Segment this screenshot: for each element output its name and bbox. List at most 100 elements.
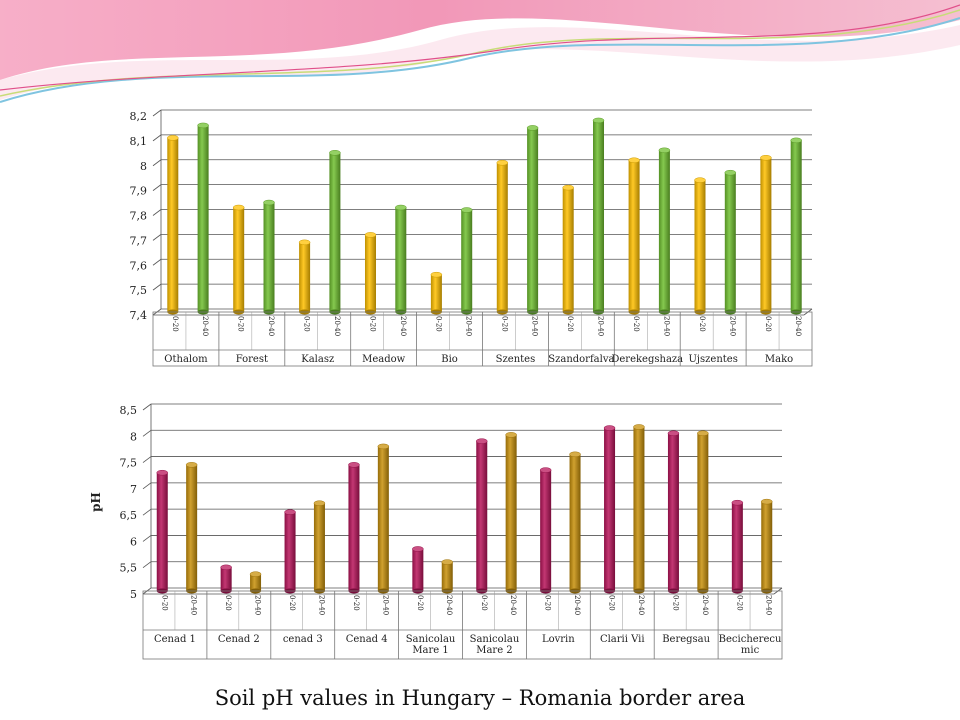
- chart1-bar-depth-0-20: [167, 137, 179, 312]
- chart1-bar-depth-20-40: [527, 127, 539, 312]
- chart1-bar-top: [460, 207, 473, 213]
- chart1-bar-depth-20-40: [593, 120, 605, 313]
- chart1-depth-label: 0-20: [764, 316, 772, 332]
- chart1-bar-top: [263, 199, 275, 206]
- chart1-depth-label: 20-40: [597, 316, 605, 336]
- chart2-gridline-depth: [142, 508, 152, 516]
- chart1-bar-depth-20-40: [724, 172, 736, 312]
- chart2-depth-label: 0-20: [480, 595, 488, 611]
- chart2-ytick-label: 6: [130, 535, 137, 548]
- chart2-depth-label: 0-20: [544, 595, 552, 611]
- chart1-category-label: Szentes: [496, 354, 536, 365]
- chart1-depth-label: 20-40: [201, 316, 209, 336]
- chart2-bar-depth-20-40: [250, 574, 262, 591]
- chart2-ytick-label: 6,5: [120, 509, 138, 522]
- chart2-depth-label: 20-40: [765, 595, 773, 615]
- chart2-bar-depth-20-40: [697, 433, 709, 591]
- chart2-bar-depth-20-40: [441, 562, 453, 591]
- chart2-ytick-label: 7,5: [120, 457, 138, 470]
- chart1-bar-depth-20-40: [395, 207, 407, 312]
- chart2-depth-label: 0-20: [735, 595, 743, 611]
- chart1-bar-top: [167, 135, 179, 141]
- chart1-gridline-depth: [152, 134, 162, 142]
- chart1-depth-label: 20-40: [465, 316, 473, 336]
- chart1-ytick-label: 8,2: [130, 110, 148, 123]
- chart1-gridline-depth: [152, 258, 162, 266]
- chart2-bar-top: [569, 451, 581, 458]
- chart2-bar-top: [377, 443, 390, 450]
- chart1-bar-top: [430, 271, 443, 278]
- chart2-bar-depth-20-40: [569, 454, 581, 591]
- chart1-depth-label: 0-20: [698, 316, 706, 332]
- chart1-depth-label: 0-20: [237, 316, 245, 332]
- chart2-bar-depth-20-40: [186, 464, 198, 591]
- chart1-bar-depth-20-40: [263, 202, 275, 312]
- chart1-ytick-label: 7,9: [130, 185, 148, 198]
- chart2-bar-top: [249, 571, 262, 577]
- chart2-bar-top: [633, 424, 645, 430]
- chart2-bar-depth-0-20: [156, 472, 168, 591]
- chart2-gridline-depth: [142, 535, 152, 542]
- chart1-ytick-label: 7,8: [130, 210, 148, 223]
- chart1-bar-depth-0-20: [364, 234, 376, 312]
- chart1-bar-top: [760, 155, 772, 161]
- chart2-bar-depth-0-20: [220, 567, 232, 591]
- chart2-depth-label: 20-40: [573, 595, 581, 615]
- chart2-depth-label: 0-20: [352, 595, 360, 611]
- chart1-bar-top: [592, 117, 605, 124]
- chart1-gridline-depth: [152, 184, 162, 191]
- chart1-bar-depth-0-20: [694, 180, 706, 312]
- chart1-category-label: Othalom: [164, 354, 208, 365]
- chart2-bar-depth-20-40: [505, 434, 517, 591]
- chart1-depth-label: 20-40: [399, 316, 407, 336]
- chart2-bar-depth-20-40: [313, 503, 325, 591]
- chart2-bar-depth-20-40: [761, 501, 773, 591]
- chart2-depth-label: 0-20: [288, 595, 296, 611]
- chart1-gridline-depth: [152, 159, 162, 167]
- slide-caption: Soil pH values in Hungary – Romania bord…: [214, 686, 746, 710]
- chart1-bar-depth-20-40: [658, 150, 670, 312]
- chart1-bar-top: [790, 137, 802, 144]
- chart2-gridline-depth: [142, 403, 152, 411]
- chart2-bar-depth-0-20: [284, 512, 296, 591]
- chart1-depth-label: 0-20: [368, 316, 376, 332]
- chart2-bar-top: [603, 425, 616, 431]
- chart1-ytick-label: 7,7: [130, 234, 148, 247]
- chart2-bar-top: [185, 462, 198, 468]
- chart2-bar-depth-20-40: [377, 446, 389, 591]
- chart1-bar-depth-0-20: [628, 160, 640, 312]
- chart1-bar-top: [197, 122, 209, 129]
- chart2-depth-label: 0-20: [671, 595, 679, 611]
- chart1-ytick-label: 8: [140, 160, 147, 173]
- chart2-depth-label: 20-40: [701, 595, 709, 615]
- chart2-category-label: cenad 3: [283, 634, 323, 645]
- chart2-category-label: Lovrin: [542, 634, 575, 645]
- chart2-gridline-depth: [142, 429, 152, 437]
- chart2-bar-depth-0-20: [476, 441, 488, 591]
- chart2-bar-top: [220, 564, 232, 571]
- chart2-bar-top: [284, 509, 296, 515]
- chart1-bar-top: [298, 239, 311, 246]
- chart1-depth-label: 0-20: [434, 316, 442, 332]
- chart1-bar-top: [562, 184, 574, 191]
- chart2-gridline-depth: [142, 456, 152, 463]
- chart2-bar-top: [760, 498, 773, 505]
- banner-wave: [0, 0, 960, 80]
- chart2-bar-top: [505, 432, 517, 438]
- chart1-bar-top: [496, 160, 509, 166]
- chart2-ytick-label: 5,5: [120, 562, 138, 575]
- chart2-bar-top: [156, 469, 169, 476]
- chart1-category-label: Forest: [236, 354, 268, 365]
- chart2-ytick-label: 8,5: [120, 404, 138, 417]
- chart2-bar-top: [313, 500, 326, 506]
- chart2-depth-label: 20-40: [381, 595, 389, 615]
- chart1-gridline-depth: [152, 234, 162, 241]
- chart2-gridline-depth: [142, 482, 152, 490]
- chart2-bar-top: [476, 438, 488, 444]
- chart1-bar-top: [329, 150, 341, 156]
- chart1-depth-label: 0-20: [632, 316, 640, 332]
- chart1-category-label: Szandorfalva: [548, 354, 614, 365]
